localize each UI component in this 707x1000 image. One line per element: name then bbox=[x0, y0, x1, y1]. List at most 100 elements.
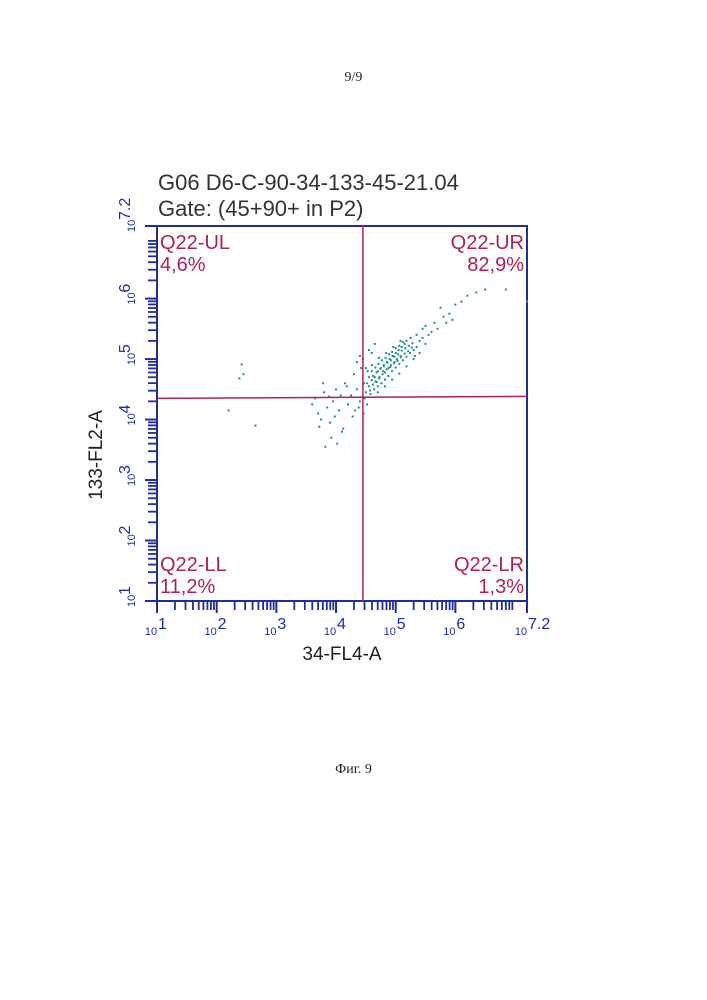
scatter-point bbox=[344, 382, 346, 384]
scatter-point bbox=[329, 422, 331, 424]
scatter-point bbox=[372, 375, 374, 377]
scatter-point bbox=[398, 349, 400, 351]
scatter-point bbox=[358, 407, 360, 409]
scatter-point bbox=[356, 388, 358, 390]
scatter-point bbox=[366, 382, 368, 384]
scatter-point bbox=[379, 376, 381, 378]
scatter-point bbox=[382, 373, 384, 375]
scatter-point bbox=[371, 379, 373, 381]
scatter-point bbox=[391, 370, 393, 372]
quadrant-percent: 11,2% bbox=[160, 576, 215, 598]
scatter-point bbox=[392, 355, 394, 357]
scatter-point bbox=[382, 370, 384, 372]
scatter-point bbox=[334, 416, 336, 418]
scatter-point bbox=[440, 307, 442, 309]
scatter-point bbox=[367, 370, 369, 372]
scatter-point bbox=[326, 407, 328, 409]
scatter-point bbox=[401, 346, 403, 348]
scatter-point bbox=[431, 331, 433, 333]
scatter-point bbox=[395, 352, 397, 354]
scatter-point bbox=[409, 352, 411, 354]
scatter-point bbox=[368, 376, 370, 378]
quadrant-lines bbox=[157, 226, 527, 601]
scatter-point bbox=[484, 289, 486, 291]
scatter-point bbox=[390, 359, 392, 361]
scatter-points bbox=[228, 289, 528, 448]
scatter-point bbox=[356, 361, 358, 363]
quadrant-name: Q22-LL bbox=[160, 554, 227, 576]
scatter-point bbox=[386, 368, 388, 370]
x-tick-label: 10 bbox=[205, 626, 217, 638]
y-tick-label: 10 bbox=[126, 220, 138, 232]
scatter-point bbox=[365, 391, 367, 393]
scatter-point bbox=[384, 371, 386, 373]
scatter-point bbox=[318, 426, 320, 428]
scatter-point bbox=[372, 384, 374, 386]
y-tick-label: 10 bbox=[126, 474, 138, 486]
scatter-point bbox=[402, 359, 404, 361]
scatter-point bbox=[443, 316, 445, 318]
scatter-point bbox=[384, 385, 386, 387]
quadrant-name: Q22-UR bbox=[451, 232, 524, 254]
scatter-point bbox=[368, 385, 370, 387]
scatter-point bbox=[406, 365, 408, 367]
scatter-point bbox=[371, 370, 373, 372]
scatter-point bbox=[410, 337, 412, 339]
x-tick-label: 10 bbox=[145, 626, 157, 638]
scatter-point bbox=[396, 358, 398, 360]
scatter-point bbox=[322, 382, 324, 384]
scatter-point bbox=[422, 328, 424, 330]
x-tick-label: 10 bbox=[384, 626, 396, 638]
scatter-point bbox=[378, 357, 380, 359]
quadrant-horizontal-line bbox=[157, 396, 527, 398]
x-tick-exponent: 6 bbox=[456, 616, 465, 633]
y-tick-exponent: 4 bbox=[117, 405, 134, 414]
scatter-point bbox=[475, 292, 477, 294]
y-tick-exponent: 7.2 bbox=[117, 198, 134, 220]
scatter-point bbox=[466, 295, 468, 297]
x-tick-exponent: 1 bbox=[158, 616, 167, 633]
scatter-point bbox=[228, 410, 230, 412]
x-axis-label: 34-FL4-A bbox=[302, 644, 382, 665]
scatter-point bbox=[505, 289, 507, 291]
scatter-point bbox=[352, 416, 354, 418]
scatter-point bbox=[371, 364, 373, 366]
scatter-point bbox=[385, 357, 387, 359]
scatter-point bbox=[354, 410, 356, 412]
chart-title: G06 D6-C-90-34-133-45-21.04 bbox=[158, 170, 459, 195]
scatter-point bbox=[416, 346, 418, 348]
y-tick-exponent: 3 bbox=[117, 465, 134, 474]
scatter-point bbox=[398, 363, 400, 365]
scatter-point bbox=[241, 364, 243, 366]
scatter-point bbox=[413, 349, 415, 351]
scatter-point bbox=[392, 346, 394, 348]
y-tick-exponent: 6 bbox=[117, 284, 134, 293]
scatter-point bbox=[320, 419, 322, 421]
y-tick: 101 bbox=[117, 586, 138, 607]
scatter-point bbox=[255, 425, 257, 427]
scatter-point bbox=[338, 410, 340, 412]
y-tick-exponent: 1 bbox=[117, 586, 134, 595]
scatter-point bbox=[526, 301, 528, 303]
scatter-point bbox=[393, 362, 395, 364]
y-tick-label: 10 bbox=[126, 353, 138, 365]
scatter-point bbox=[317, 413, 319, 415]
y-tick-label: 10 bbox=[126, 534, 138, 546]
scatter-point bbox=[376, 371, 378, 373]
scatter-point bbox=[391, 379, 393, 381]
scatter-point bbox=[336, 443, 338, 445]
scatter-point bbox=[377, 363, 379, 365]
scatter-point bbox=[451, 319, 453, 321]
quadrant-name: Q22-UL bbox=[160, 232, 230, 254]
scatter-point bbox=[238, 377, 240, 379]
scatter-point bbox=[406, 356, 408, 358]
scatter-point bbox=[380, 382, 382, 384]
scatter-point bbox=[400, 340, 402, 342]
scatter-point bbox=[374, 343, 376, 345]
scatter-point bbox=[404, 343, 406, 345]
scatter-point bbox=[335, 388, 337, 390]
scatter-point bbox=[340, 394, 342, 396]
scatter-point bbox=[395, 367, 397, 369]
scatter-point bbox=[353, 373, 355, 375]
scatter-point bbox=[460, 301, 462, 303]
